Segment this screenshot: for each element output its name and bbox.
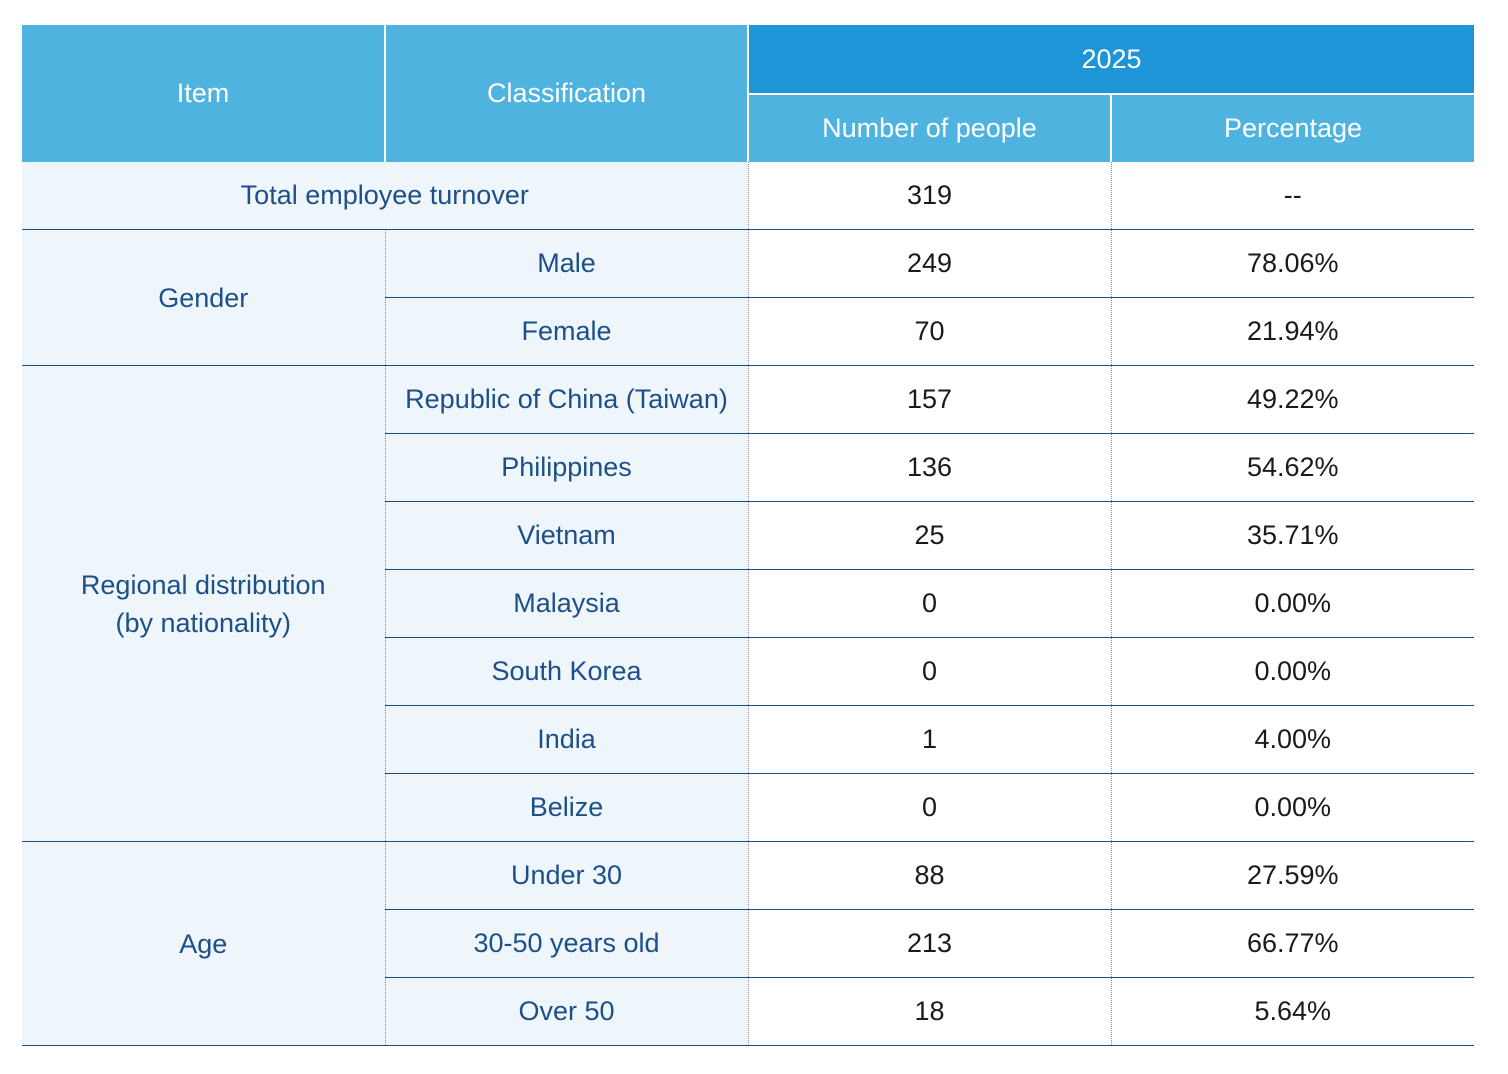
percentage-cell: 0.00%: [1111, 773, 1475, 842]
classification-cell: Philippines: [385, 433, 749, 502]
classification-cell: Female: [385, 297, 749, 366]
table-row-total: Total employee turnover 319 --: [22, 162, 1475, 230]
group-label-region-line1: Regional distribution: [80, 569, 326, 600]
percentage-cell: 0.00%: [1111, 637, 1475, 706]
table-row: Philippines 136 54.62%: [22, 433, 1475, 502]
table-header: Item Classification 2025 Number of peopl…: [22, 25, 1475, 162]
table-row: Regional distribution (by nationality) R…: [22, 365, 1475, 842]
header-percentage: Percentage: [1111, 94, 1475, 162]
number-cell: 70: [748, 297, 1112, 366]
table-row: Malaysia 0 0.00%: [22, 569, 1475, 638]
percentage-cell: 35.71%: [1111, 501, 1475, 570]
percentage-cell: 21.94%: [1111, 297, 1475, 366]
percentage-cell: 0.00%: [1111, 569, 1475, 638]
table-row: India 1 4.00%: [22, 705, 1475, 774]
number-cell: 213: [748, 909, 1112, 978]
group-label-region-line2: (by nationality): [115, 607, 292, 638]
group-label-region: Regional distribution (by nationality): [22, 365, 386, 842]
number-cell: 25: [748, 501, 1112, 570]
classification-cell: South Korea: [385, 637, 749, 706]
total-number: 319: [748, 162, 1112, 230]
table-row: South Korea 0 0.00%: [22, 637, 1475, 706]
classification-cell: Belize: [385, 773, 749, 842]
percentage-cell: 27.59%: [1111, 841, 1475, 910]
total-label: Total employee turnover: [22, 162, 749, 230]
table-row: Gender Male 249 78.06%: [22, 229, 1475, 366]
group-label-gender: Gender: [22, 229, 386, 366]
classification-cell: Vietnam: [385, 501, 749, 570]
classification-cell: Republic of China (Taiwan): [385, 365, 749, 434]
classification-cell: Malaysia: [385, 569, 749, 638]
number-cell: 1: [748, 705, 1112, 774]
table-row: Over 50 18 5.64%: [22, 977, 1475, 1046]
table-row: Vietnam 25 35.71%: [22, 501, 1475, 570]
header-year: 2025: [748, 25, 1475, 95]
number-cell: 88: [748, 841, 1112, 910]
classification-cell: India: [385, 705, 749, 774]
classification-cell: 30-50 years old: [385, 909, 749, 978]
group-label-age: Age: [22, 841, 386, 1046]
number-cell: 136: [748, 433, 1112, 502]
number-cell: 0: [748, 637, 1112, 706]
number-cell: 249: [748, 229, 1112, 298]
percentage-cell: 54.62%: [1111, 433, 1475, 502]
number-cell: 157: [748, 365, 1112, 434]
percentage-cell: 78.06%: [1111, 229, 1475, 298]
percentage-cell: 49.22%: [1111, 365, 1475, 434]
classification-cell: Male: [385, 229, 749, 298]
table-row: 30-50 years old 213 66.77%: [22, 909, 1475, 978]
percentage-cell: 4.00%: [1111, 705, 1475, 774]
table-row: Age Under 30 88 27.59%: [22, 841, 1475, 1046]
header-classification: Classification: [385, 25, 749, 162]
header-item: Item: [22, 25, 386, 162]
header-number-of-people: Number of people: [748, 94, 1112, 162]
table-row: Belize 0 0.00%: [22, 773, 1475, 842]
turnover-table: Item Classification 2025 Number of peopl…: [22, 25, 1475, 1046]
number-cell: 18: [748, 977, 1112, 1046]
number-cell: 0: [748, 773, 1112, 842]
percentage-cell: 5.64%: [1111, 977, 1475, 1046]
classification-cell: Over 50: [385, 977, 749, 1046]
number-cell: 0: [748, 569, 1112, 638]
table-row: Female 70 21.94%: [22, 297, 1475, 366]
table-body: Total employee turnover 319 -- Gender Ma…: [22, 162, 1475, 1046]
total-percentage: --: [1111, 162, 1475, 230]
classification-cell: Under 30: [385, 841, 749, 910]
percentage-cell: 66.77%: [1111, 909, 1475, 978]
